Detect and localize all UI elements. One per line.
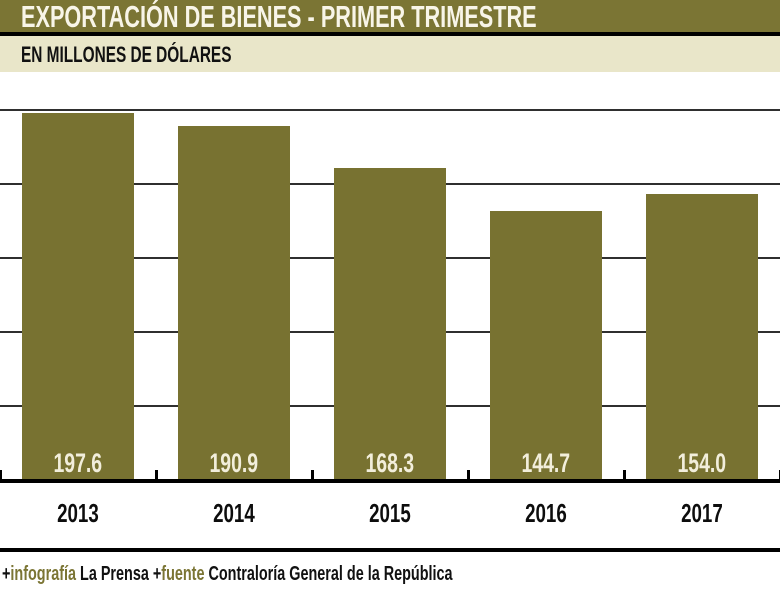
bar-2015: 168.3	[334, 168, 446, 479]
bar-2013: 197.6	[22, 113, 134, 479]
x-axis-label-2017: 2017	[624, 500, 780, 526]
page-title: EXPORTACIÓN DE BIENES - PRIMER TRIMESTRE	[21, 0, 537, 34]
x-axis-label-text: 2014	[213, 498, 255, 528]
fuente-credit-label: fuente	[161, 563, 205, 585]
x-axis-label-text: 2017	[681, 498, 723, 528]
source-credit-label: Contraloría General de la República	[204, 563, 453, 585]
infografia-credit-label: infografía	[10, 563, 77, 585]
footer-divider	[0, 548, 780, 552]
bar-value-label-2016: 144.7	[490, 450, 602, 477]
x-axis-label-2013: 2013	[0, 500, 156, 526]
x-axis-label-2016: 2016	[468, 500, 624, 526]
credits-line: +infografía La Prensa +fuente Contralorí…	[2, 564, 453, 584]
bar-2014: 190.9	[178, 126, 290, 479]
axis-tick	[310, 470, 314, 479]
bar-value-text: 190.9	[209, 448, 259, 478]
axis-tick	[622, 470, 626, 479]
x-axis-line	[0, 479, 780, 483]
x-axis-label-2014: 2014	[156, 500, 312, 526]
x-axis-label-text: 2016	[525, 498, 567, 528]
bar-chart-plot-area: 197.6 190.9 168.3 144.7 154.0	[0, 72, 780, 479]
brand-credit-label: La Prensa	[76, 563, 153, 585]
axis-tick	[0, 470, 2, 479]
chart-units-label: EN MILLONES DE DÓLARES	[21, 42, 232, 67]
bar-value-text: 154.0	[677, 448, 727, 478]
header-divider	[0, 32, 780, 36]
subheader-band: EN MILLONES DE DÓLARES	[0, 36, 780, 72]
bar-value-text: 168.3	[365, 448, 415, 478]
bar-value-label-2015: 168.3	[334, 450, 446, 477]
bar-value-text: 197.6	[53, 448, 103, 478]
footer-band: +infografía La Prensa +fuente Contralorí…	[0, 552, 780, 594]
bar-value-label-2014: 190.9	[178, 450, 290, 477]
bar-value-label-2017: 154.0	[646, 450, 758, 477]
gridline-200	[0, 109, 780, 111]
plus-icon: +	[152, 563, 162, 585]
bar-value-text: 144.7	[521, 448, 571, 478]
x-axis-label-text: 2013	[57, 498, 99, 528]
bar-value-label-2013: 197.6	[22, 450, 134, 477]
x-axis-label-text: 2015	[369, 498, 411, 528]
x-axis-label-2015: 2015	[312, 500, 468, 526]
axis-tick	[778, 470, 780, 479]
axis-tick	[154, 470, 158, 479]
plus-icon: +	[2, 563, 11, 585]
axis-tick	[466, 470, 470, 479]
header-band: EXPORTACIÓN DE BIENES - PRIMER TRIMESTRE	[0, 0, 780, 34]
bar-2017: 154.0	[646, 194, 758, 479]
bar-2016: 144.7	[490, 211, 602, 479]
